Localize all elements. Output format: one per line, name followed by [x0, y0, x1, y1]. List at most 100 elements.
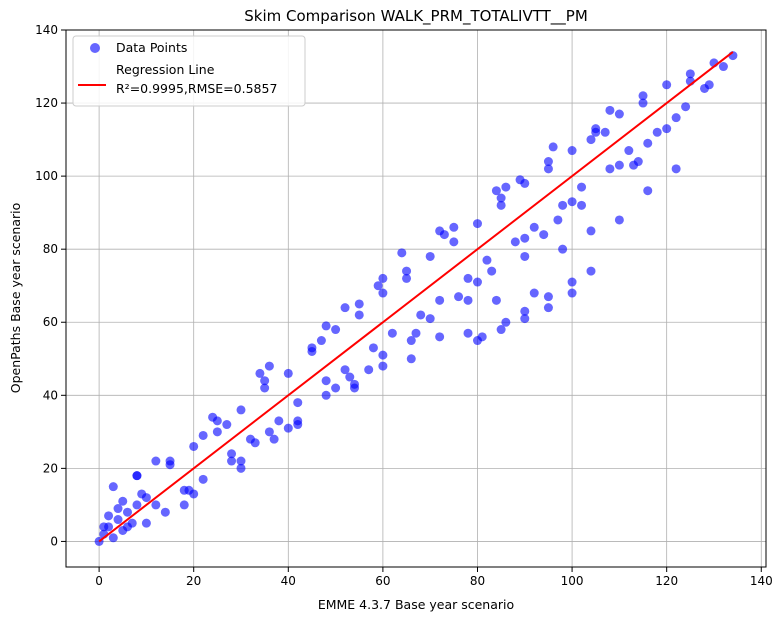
data-point: [227, 449, 237, 459]
data-point: [520, 233, 530, 243]
data-point: [179, 500, 189, 510]
data-point: [491, 186, 501, 196]
data-point: [482, 255, 492, 265]
data-point: [293, 416, 303, 426]
data-point: [472, 219, 482, 229]
chart-title: Skim Comparison WALK_PRM_TOTALIVTT__PM: [244, 7, 588, 26]
data-point: [321, 321, 331, 331]
data-point: [340, 303, 350, 313]
data-point: [151, 456, 161, 466]
data-point: [600, 127, 610, 137]
data-point: [331, 383, 341, 393]
y-tick-label: 80: [43, 242, 58, 256]
data-point: [208, 412, 218, 422]
data-point: [643, 186, 653, 196]
data-point: [463, 295, 473, 305]
data-point: [472, 336, 482, 346]
data-point: [227, 456, 237, 466]
y-tick-label: 40: [43, 388, 58, 402]
data-point: [255, 368, 265, 378]
data-point: [122, 507, 132, 517]
data-point: [250, 438, 260, 448]
data-point: [354, 310, 364, 320]
data-point: [137, 489, 147, 499]
data-point: [435, 332, 445, 342]
regression-layer: [98, 51, 734, 543]
data-point: [496, 200, 506, 210]
data-point: [681, 102, 691, 112]
x-tick-label: 0: [95, 574, 103, 588]
regression-line: [98, 51, 734, 543]
data-point: [529, 288, 539, 298]
data-point: [454, 292, 464, 302]
y-tick-label: 100: [35, 169, 58, 183]
data-point: [449, 237, 459, 247]
grid-layer: [66, 29, 766, 567]
data-point: [236, 405, 246, 415]
x-tick-label: 140: [750, 574, 773, 588]
data-point: [586, 226, 596, 236]
data-point: [591, 124, 601, 134]
data-point: [283, 423, 293, 433]
data-point: [624, 146, 634, 156]
data-point: [406, 336, 416, 346]
data-point: [463, 273, 473, 283]
data-point: [501, 182, 511, 192]
data-point: [577, 182, 587, 192]
data-point: [425, 251, 435, 261]
data-point: [113, 515, 123, 525]
data-point: [165, 460, 175, 470]
data-point: [269, 434, 279, 444]
data-point: [520, 251, 530, 261]
y-tick-label: 20: [43, 461, 58, 475]
data-point: [643, 138, 653, 148]
data-point: [397, 248, 407, 258]
x-tick-label: 40: [281, 574, 296, 588]
data-point: [260, 383, 270, 393]
data-point: [307, 343, 317, 353]
data-point: [189, 441, 199, 451]
data-point: [425, 314, 435, 324]
data-point: [614, 160, 624, 170]
data-point: [501, 317, 511, 327]
data-point: [132, 471, 142, 481]
x-tick-label: 100: [561, 574, 584, 588]
x-axis-label: EMME 4.3.7 Base year scenario: [318, 597, 514, 612]
data-point: [350, 383, 360, 393]
data-point: [264, 427, 274, 437]
data-point: [652, 127, 662, 137]
data-point: [283, 368, 293, 378]
data-point: [614, 109, 624, 119]
data-point: [160, 507, 170, 517]
data-point: [662, 80, 672, 90]
legend-label-stats: R²=0.9995,RMSE=0.5857: [116, 81, 277, 96]
data-point: [354, 299, 364, 309]
data-point: [491, 295, 501, 305]
data-point: [567, 277, 577, 287]
data-point: [567, 197, 577, 207]
data-point: [118, 496, 128, 506]
data-point: [104, 511, 114, 521]
data-point: [543, 292, 553, 302]
data-point: [373, 281, 383, 291]
data-point: [529, 222, 539, 232]
y-tick-label: 120: [35, 96, 58, 110]
data-point: [108, 482, 118, 492]
points-layer: [94, 51, 738, 546]
data-point: [321, 376, 331, 386]
data-point: [402, 273, 412, 283]
data-point: [264, 361, 274, 371]
y-tick-label: 60: [43, 315, 58, 329]
data-point: [378, 288, 388, 298]
data-point: [567, 146, 577, 156]
data-point: [487, 266, 497, 276]
data-point: [496, 325, 506, 335]
y-tick-label: 140: [35, 23, 58, 37]
data-point: [378, 361, 388, 371]
data-point: [671, 164, 681, 174]
data-point: [378, 350, 388, 360]
data-point: [543, 303, 553, 313]
data-point: [364, 365, 374, 375]
